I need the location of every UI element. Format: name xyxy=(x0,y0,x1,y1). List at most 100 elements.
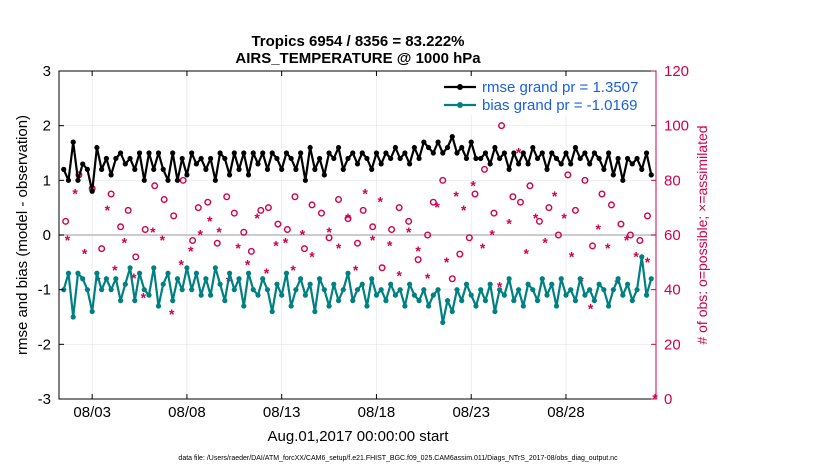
bias-point xyxy=(606,303,612,309)
rmse-point xyxy=(411,144,417,151)
obs-assimilated-marker: * xyxy=(489,227,495,243)
obs-assimilated-marker: * xyxy=(396,268,402,284)
rmse-point xyxy=(634,155,640,162)
legend-marker-rmse xyxy=(457,84,463,90)
rmse-point xyxy=(103,155,109,162)
rmse-point xyxy=(165,177,171,183)
rmse-point xyxy=(534,155,541,162)
obs-assimilated-marker: * xyxy=(624,232,630,248)
bias-point xyxy=(373,292,380,298)
obs-assimilated-marker: * xyxy=(82,246,88,262)
obs-assimilated-marker: * xyxy=(387,237,393,253)
rmse-point xyxy=(245,172,252,178)
obs-assimilated-marker: * xyxy=(235,240,241,256)
obs-assimilated-marker: * xyxy=(188,243,194,259)
rmse-point xyxy=(601,166,607,172)
rmse-point xyxy=(463,155,470,162)
bias-point xyxy=(250,287,256,293)
obs-possible-marker xyxy=(617,220,625,228)
obs-possible-marker xyxy=(429,198,437,206)
rmse-point xyxy=(208,155,214,162)
obs-possible-marker xyxy=(107,190,115,198)
obs-assimilated-marker: * xyxy=(461,202,467,218)
obs-assimilated-marker: * xyxy=(480,240,486,256)
rmse-point xyxy=(350,150,356,156)
obs-assimilated-marker: * xyxy=(425,270,431,286)
obs-possible-marker xyxy=(325,234,333,242)
rmse-point xyxy=(141,177,147,183)
rmse-point xyxy=(279,166,285,172)
rmse-point xyxy=(70,139,76,145)
rmse-point xyxy=(610,172,616,178)
bias-point xyxy=(468,292,474,298)
rmse-point xyxy=(184,172,190,178)
rmse-point xyxy=(473,155,479,162)
legend-box xyxy=(440,77,652,115)
bias-point xyxy=(80,276,86,282)
bias-point xyxy=(444,298,451,304)
obs-possible-marker xyxy=(388,226,396,234)
bias-point xyxy=(534,298,541,304)
bias-point xyxy=(155,303,162,309)
rmse-point xyxy=(84,166,91,172)
obs-possible-marker xyxy=(132,253,140,261)
obs-possible-marker xyxy=(414,256,422,264)
obs-assimilated-marker: * xyxy=(378,194,384,210)
rmse-point xyxy=(624,155,631,162)
obs-assimilated-marker: * xyxy=(112,262,118,278)
bias-point xyxy=(359,281,365,287)
obs-possible-marker xyxy=(378,264,386,272)
obs-assimilated-marker: * xyxy=(264,265,270,281)
bias-point xyxy=(539,276,545,282)
obs-assimilated-marker: * xyxy=(141,289,147,305)
bias-point xyxy=(596,281,602,287)
rmse-point xyxy=(179,155,185,162)
bias-point xyxy=(165,270,171,276)
bias-point xyxy=(345,270,351,276)
bias-point xyxy=(174,276,181,282)
x-tick-label: 08/18 xyxy=(358,404,396,421)
bias-point xyxy=(141,287,147,293)
bias-point xyxy=(89,308,95,315)
rmse-point xyxy=(515,161,522,167)
rmse-point xyxy=(549,150,555,156)
rmse-point xyxy=(629,161,635,167)
rmse-point xyxy=(421,139,427,145)
rmse-point xyxy=(307,144,313,151)
obs-possible-marker xyxy=(359,206,367,214)
bias-point xyxy=(520,303,526,309)
bias-point xyxy=(279,292,285,298)
rmse-point xyxy=(620,177,626,183)
bias-point xyxy=(501,292,507,298)
bias-point xyxy=(473,303,479,309)
obs-assimilated-marker: * xyxy=(542,235,548,251)
bias-point xyxy=(170,298,176,304)
bias-point xyxy=(326,303,332,309)
obs-assimilated-marker: * xyxy=(434,199,440,215)
rmse-point xyxy=(643,150,650,156)
rmse-point xyxy=(359,150,365,156)
rmse-point xyxy=(226,172,233,178)
rmse-point xyxy=(392,144,399,151)
obs-possible-marker xyxy=(98,245,106,253)
bias-point xyxy=(302,292,308,298)
rmse-point xyxy=(250,150,256,156)
bias-point xyxy=(449,308,455,315)
bias-point xyxy=(288,303,294,309)
obs-assimilated-marker: * xyxy=(561,210,567,226)
rmse-point xyxy=(146,150,152,156)
obs-possible-marker xyxy=(636,236,644,244)
rmse-point xyxy=(369,166,375,172)
bias-point xyxy=(572,298,579,304)
obs-possible-marker xyxy=(607,201,615,209)
rmse-point xyxy=(155,150,162,156)
y-left-tick-label: 1 xyxy=(43,172,51,189)
obs-assimilated-marker: * xyxy=(633,248,639,264)
rmse-point xyxy=(80,161,86,167)
bias-point xyxy=(525,281,531,287)
rmse-point xyxy=(482,150,489,156)
obs-possible-marker xyxy=(170,212,178,220)
bias-point xyxy=(65,270,72,276)
rmse-point xyxy=(217,150,223,156)
rmse-point xyxy=(283,150,290,156)
